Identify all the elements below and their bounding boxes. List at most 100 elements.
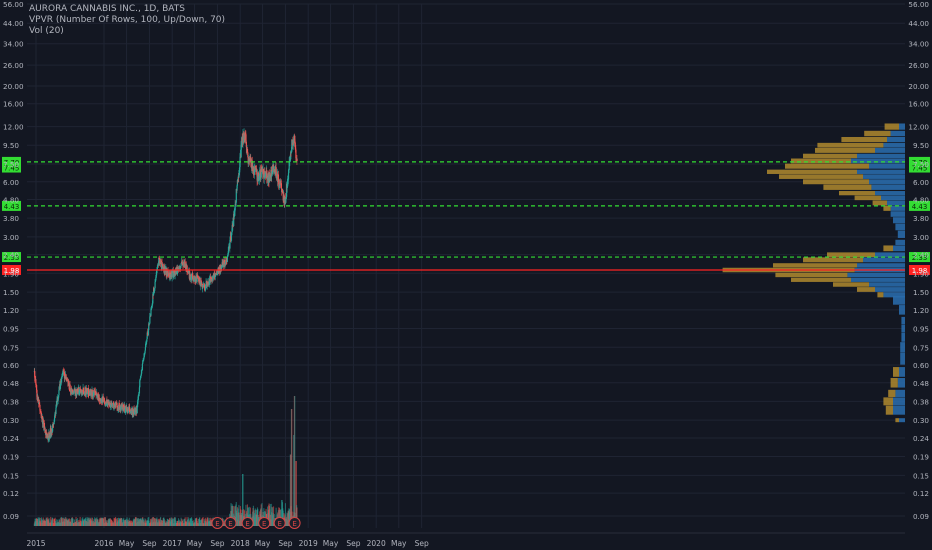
candle-body [208, 278, 211, 285]
candle-body [116, 403, 118, 408]
secondary-label-right: 7.45 [912, 165, 928, 173]
volume-bar [238, 512, 240, 526]
y-tick-label-right: 1.20 [913, 306, 929, 315]
volume-bar [177, 518, 180, 526]
vp-bar-up [857, 263, 905, 268]
candle-body [202, 286, 204, 289]
y-tick-label-right: 44.00 [908, 19, 929, 28]
vp-bar-up [875, 287, 905, 292]
volume-bar [236, 507, 238, 526]
x-axis: 2015 2016 May Sep 2017 May Sep 2018 May Sep 2019 Ma… [26, 532, 905, 548]
volume-bar [174, 517, 177, 526]
y-axis: 56.00 56.00 44.00 44.00 34.00 34.00 26.00 26.00… [3, 0, 929, 521]
candle-body [58, 390, 60, 396]
x-tick-label: May [323, 539, 339, 548]
volume-bar [201, 517, 203, 526]
y-tick-label-right: 0.95 [913, 324, 929, 333]
vp-bar-down [827, 252, 875, 257]
volume-bar [272, 506, 275, 526]
candle-body [139, 380, 141, 388]
candle-body [96, 392, 98, 396]
vp-bar-up [875, 252, 905, 257]
y-tick-label-left: 4.80 [3, 196, 19, 205]
earnings-marker-label: E [245, 520, 249, 528]
vp-bar-up [851, 158, 905, 164]
vp-bar-down [895, 418, 899, 423]
x-tick-label: May [391, 539, 407, 548]
candle-body [101, 397, 103, 403]
vp-bar-down [823, 184, 872, 190]
earnings-marker-label: E [292, 520, 296, 528]
candle-body [154, 281, 156, 289]
level-badge-right [909, 264, 930, 275]
candle-body [35, 379, 37, 385]
volume-bar [94, 517, 96, 526]
y-tick-label-left: 1.20 [3, 306, 19, 315]
y-tick-label-left: 0.30 [3, 416, 19, 425]
candle-body [120, 404, 122, 410]
candle-body [36, 390, 38, 397]
level-label-right: 2.33 [912, 254, 928, 262]
candle-body [172, 270, 174, 274]
y-tick-label-right: 16.00 [908, 100, 929, 109]
candle-body [133, 409, 136, 414]
candle-body [267, 178, 269, 181]
y-tick-label-left: 20.00 [3, 82, 24, 91]
candle-body [55, 407, 57, 415]
volume-bar [295, 461, 297, 526]
volume-bar [115, 519, 117, 526]
earnings-marker [224, 517, 237, 529]
y-tick-label-left: 56.00 [3, 0, 24, 9]
candle-body [155, 270, 158, 276]
candle-body [259, 169, 261, 177]
candle-body [141, 370, 143, 371]
candle-body [230, 236, 232, 241]
candle-body [39, 410, 41, 412]
vp-bar-up [875, 191, 905, 196]
vp-bar-up [869, 179, 905, 185]
candle-body [238, 175, 240, 178]
y-tick-label-right: 0.09 [913, 512, 929, 521]
y-tick-label-right: 3.80 [913, 214, 929, 223]
vp-bar-down [888, 389, 896, 397]
y-tick-label-right: 34.00 [908, 40, 929, 49]
legend-symbol[interactable]: AURORA CANNABIS INC., 1D, BATS [29, 4, 185, 14]
candle-body [69, 391, 72, 392]
volume-bar [103, 517, 105, 526]
x-tick-label: 2020 [367, 539, 386, 548]
x-tick-label: 2015 [26, 539, 45, 548]
level-label-right: 4.43 [912, 203, 928, 211]
legend-indicator[interactable]: VPVR (Number Of Rows, 100, Up/Down, 70) [29, 15, 226, 25]
vp-bar-down [815, 147, 875, 153]
candle-body [86, 388, 88, 394]
y-tick-label-right: 0.30 [913, 416, 929, 425]
candle-body [38, 402, 41, 405]
y-tick-label-left: 0.75 [3, 343, 19, 352]
candle-body [95, 392, 97, 394]
candle-body [141, 370, 143, 374]
y-tick-label-left: 1.50 [3, 288, 19, 297]
vp-bar-up [895, 223, 905, 231]
vp-bar-up [899, 367, 905, 377]
y-tick-label-right: 20.00 [908, 82, 929, 91]
candle-body [243, 133, 246, 137]
legend-volume[interactable]: Vol (20) [29, 26, 64, 36]
vp-bar-down [883, 245, 893, 252]
volume-bars [33, 396, 298, 526]
candle-body [167, 269, 169, 274]
level-badge-left [2, 156, 21, 167]
candle-body [87, 387, 89, 396]
volume-bar [76, 518, 79, 526]
vp-bar-down [803, 257, 863, 263]
candle-body [63, 371, 66, 379]
volume-bar [37, 517, 39, 526]
candle-body [180, 263, 182, 267]
vp-bar-down [803, 153, 857, 159]
x-tick-label: Sep [346, 539, 360, 548]
level-lines: 7.707.704.434.432.332.331.981.987.457.45 [2, 156, 930, 275]
x-tick-label: Sep [142, 539, 156, 548]
volume-bar [275, 507, 277, 526]
candle-body [144, 347, 146, 351]
